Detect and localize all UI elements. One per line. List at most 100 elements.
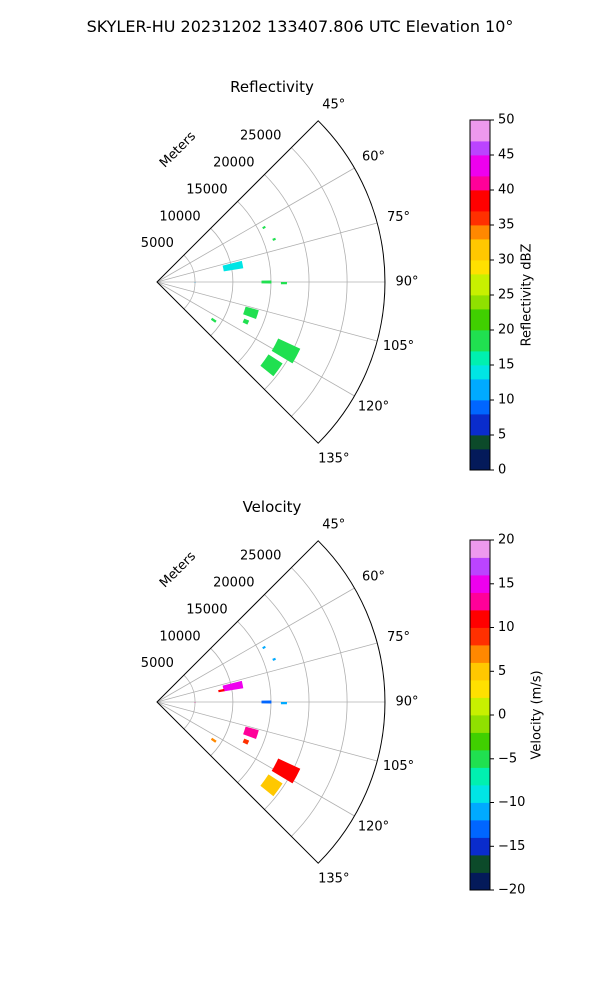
velocity-angle-tick-label: 105°	[383, 759, 414, 774]
velocity-radial-tick-label: 15000	[186, 602, 227, 617]
reflectivity-echo-cell	[262, 225, 266, 230]
figure-title: SKYLER-HU 20231202 133407.806 UTC Elevat…	[87, 17, 514, 36]
reflectivity-title: Reflectivity	[230, 78, 314, 96]
reflectivity-angle-tick-label: 105°	[383, 339, 414, 354]
reflectivity-radial-axis-label: Meters	[157, 129, 199, 171]
reflectivity-colorbar-segment	[470, 379, 490, 401]
reflectivity-echo-cell	[243, 306, 259, 319]
velocity-radial-tick-label: 10000	[159, 629, 200, 644]
velocity-echo-cell	[242, 738, 250, 745]
velocity-colorbar-segment	[470, 662, 490, 681]
reflectivity-colorbar-segment	[470, 211, 490, 226]
reflectivity-azimuth-gridline	[156, 167, 355, 283]
reflectivity-echo-cell	[272, 237, 276, 241]
reflectivity-colorbar-tick-label: 25	[498, 288, 515, 303]
reflectivity-colorbar-segment	[470, 155, 490, 177]
velocity-angle-tick-label: 75°	[387, 630, 410, 645]
velocity-colorbar-segment	[470, 610, 490, 628]
reflectivity-radial-tick-label: 5000	[141, 236, 174, 251]
velocity-colorbar-segment	[470, 750, 490, 768]
velocity-colorbar-segment	[470, 627, 490, 646]
reflectivity-radial-tick-label: 15000	[186, 182, 227, 197]
reflectivity-azimuth-gridline	[156, 281, 378, 342]
velocity-echo-cell	[262, 645, 266, 650]
velocity-angle-tick-label: 60°	[362, 570, 385, 585]
velocity-axes-frame	[156, 540, 386, 864]
velocity-colorbar-tick-label: 20	[498, 533, 515, 548]
velocity-echo-cell	[243, 726, 259, 739]
reflectivity-colorbar-tick-label: 40	[498, 183, 515, 198]
reflectivity-angle-tick-label: 90°	[395, 275, 418, 290]
velocity-colorbar-segment	[470, 645, 490, 663]
velocity-echo-cell	[271, 758, 301, 784]
velocity-echo-cell	[260, 774, 283, 797]
reflectivity-colorbar-segment	[470, 449, 490, 471]
velocity-colorbar-segment	[470, 767, 490, 786]
velocity-echoes	[194, 645, 301, 797]
reflectivity-azimuth-gridline	[156, 281, 355, 397]
reflectivity-colorbar-segment	[470, 239, 490, 261]
reflectivity-echoes	[194, 225, 301, 377]
reflectivity-sector-frame	[156, 120, 386, 444]
reflectivity-colorbar-tick-label: 30	[498, 253, 515, 268]
velocity-radial-tick-label: 5000	[141, 656, 174, 671]
velocity-echo-cell	[272, 657, 276, 661]
reflectivity-echo-cell	[242, 318, 250, 325]
velocity-colorbar-tick-label: −5	[498, 751, 517, 766]
velocity-colorbar-segment	[470, 855, 490, 873]
velocity-colorbar-segment	[470, 557, 490, 576]
reflectivity-echo-cell	[261, 280, 272, 284]
reflectivity-colorbar-tick-label: 5	[498, 428, 506, 443]
velocity-colorbar-tick-label: −10	[498, 795, 525, 810]
velocity-colorbar-segment	[470, 575, 490, 593]
reflectivity-colorbar-tick-label: 35	[498, 218, 515, 233]
reflectivity-colorbar-segment	[470, 260, 490, 275]
velocity-echo-cell	[210, 737, 217, 743]
velocity-colorbar-segment	[470, 820, 490, 838]
velocity-title: Velocity	[243, 498, 302, 516]
reflectivity-radial-tick-label: 10000	[159, 209, 200, 224]
velocity-colorbar-tick-label: 15	[498, 576, 515, 591]
reflectivity-angle-tick-label: 120°	[358, 400, 389, 415]
reflectivity-colorbar-tick-label: 15	[498, 358, 515, 373]
velocity-panel: Velocity Meters 5000 10000 15000 20000 25000…	[141, 498, 545, 898]
velocity-colorbar-segment	[470, 540, 490, 558]
reflectivity-colorbar-segment	[470, 330, 490, 352]
velocity-radial-axis-label: Meters	[157, 549, 199, 591]
velocity-colorbar-segment	[470, 837, 490, 856]
reflectivity-azimuth-gridline	[156, 222, 378, 283]
velocity-angle-tick-label: 45°	[322, 518, 345, 533]
reflectivity-angle-tick-label: 60°	[362, 150, 385, 165]
reflectivity-angle-tick-label: 45°	[322, 98, 345, 113]
velocity-azimuth-gridline	[156, 701, 378, 762]
velocity-angle-tick-label: 90°	[395, 695, 418, 710]
reflectivity-echo-cell	[210, 317, 217, 323]
velocity-colorbar-segment	[470, 680, 490, 698]
velocity-azimuth-gridline	[156, 642, 378, 703]
velocity-colorbar-tick-label: 5	[498, 664, 506, 679]
velocity-colorbar-segment	[470, 785, 490, 803]
velocity-colorbar-segment	[470, 732, 490, 751]
velocity-echo-cell	[280, 702, 287, 705]
velocity-radial-tick-label: 20000	[213, 576, 254, 591]
velocity-colorbar: Velocity (m/s) −20 −15 −10 −5 0 5 10 15 20	[469, 533, 545, 898]
reflectivity-colorbar-segment	[470, 309, 490, 331]
reflectivity-panel: Reflectivity Meters 5000 10000 15000 20000 2…	[141, 78, 535, 478]
reflectivity-grid	[156, 147, 385, 417]
reflectivity-colorbar-segment	[470, 141, 490, 156]
reflectivity-axis-labels: Meters 5000 10000 15000 20000 25000 45° 60° 75°…	[141, 98, 419, 467]
reflectivity-colorbar-segment	[470, 225, 490, 240]
reflectivity-colorbar-segment	[470, 351, 490, 366]
reflectivity-colorbar-label: Reflectivity dBZ	[520, 244, 535, 347]
velocity-colorbar-tick-label: −15	[498, 839, 525, 854]
velocity-echo-cell	[261, 700, 272, 704]
reflectivity-colorbar-tick-label: 20	[498, 323, 515, 338]
reflectivity-echo-cell	[280, 282, 287, 285]
velocity-colorbar-tick-label: 10	[498, 620, 515, 635]
velocity-radial-tick-label: 25000	[240, 549, 281, 564]
velocity-angle-tick-label: 135°	[318, 871, 349, 886]
velocity-azimuth-gridline	[156, 587, 355, 703]
reflectivity-colorbar-tick-label: 0	[498, 463, 506, 478]
velocity-colorbar-segment	[470, 592, 490, 611]
reflectivity-echo-cell	[260, 354, 283, 377]
